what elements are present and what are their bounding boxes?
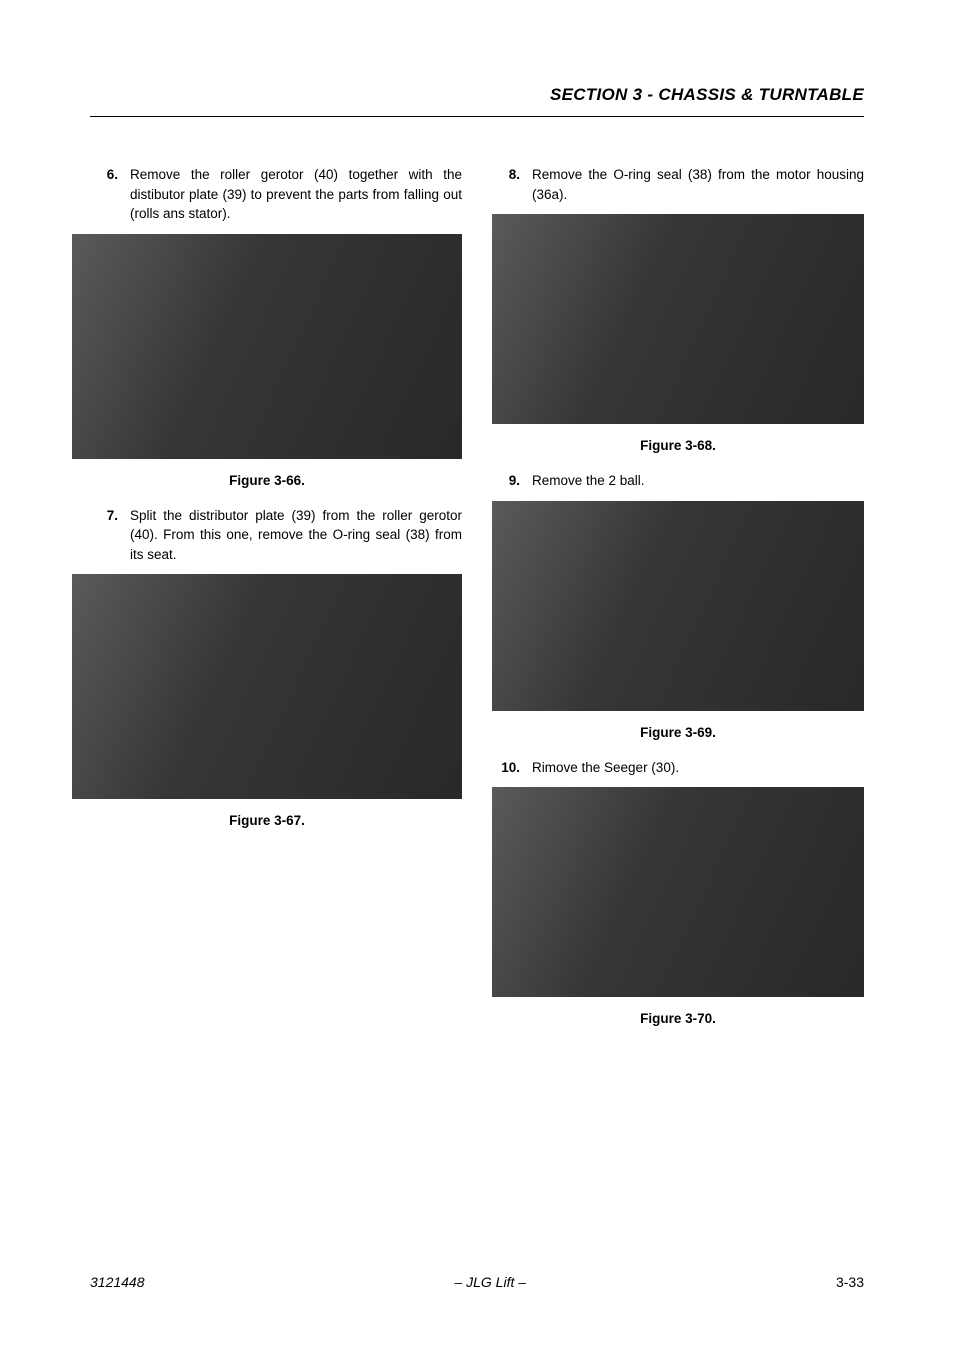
figure-caption: Figure 3-67.: [72, 813, 462, 828]
step-number: 7.: [90, 506, 130, 565]
page: SECTION 3 - CHASSIS & TURNTABLE 6. Remov…: [0, 0, 954, 1350]
left-column: 6. Remove the roller gerotor (40) togeth…: [90, 165, 462, 1044]
figure-image: [72, 234, 462, 459]
header-rule: [90, 116, 864, 117]
figure-3-70: Figure 3-70.: [492, 787, 864, 1026]
step-text: Remove the O-ring seal (38) from the mot…: [532, 165, 864, 204]
right-column: 8. Remove the O-ring seal (38) from the …: [492, 165, 864, 1044]
step-6: 6. Remove the roller gerotor (40) togeth…: [90, 165, 462, 224]
figure-3-69: Figure 3-69.: [492, 501, 864, 740]
figure-caption: Figure 3-66.: [72, 473, 462, 488]
step-text: Split the distributor plate (39) from th…: [130, 506, 462, 565]
figure-caption: Figure 3-70.: [492, 1011, 864, 1026]
page-footer: 3121448 – JLG Lift – 3-33: [90, 1274, 864, 1290]
figure-3-68: Figure 3-68.: [492, 214, 864, 453]
footer-doc-number: 3121448: [90, 1274, 145, 1290]
step-9: 9. Remove the 2 ball.: [492, 471, 864, 491]
step-text: Rimove the Seeger (30).: [532, 758, 864, 778]
step-number: 8.: [492, 165, 532, 204]
step-text: Remove the 2 ball.: [532, 471, 864, 491]
figure-image: [492, 501, 864, 711]
figure-3-67: Figure 3-67.: [72, 574, 462, 828]
footer-center: – JLG Lift –: [454, 1274, 526, 1290]
figure-image: [72, 574, 462, 799]
figure-caption: Figure 3-69.: [492, 725, 864, 740]
figure-image: [492, 787, 864, 997]
figure-image: [492, 214, 864, 424]
section-header: SECTION 3 - CHASSIS & TURNTABLE: [90, 85, 864, 112]
step-number: 6.: [90, 165, 130, 224]
step-7: 7. Split the distributor plate (39) from…: [90, 506, 462, 565]
two-column-layout: 6. Remove the roller gerotor (40) togeth…: [90, 165, 864, 1044]
figure-caption: Figure 3-68.: [492, 438, 864, 453]
footer-page-number: 3-33: [836, 1274, 864, 1290]
step-10: 10. Rimove the Seeger (30).: [492, 758, 864, 778]
figure-3-66: Figure 3-66.: [72, 234, 462, 488]
step-number: 9.: [492, 471, 532, 491]
step-text: Remove the roller gerotor (40) together …: [130, 165, 462, 224]
step-8: 8. Remove the O-ring seal (38) from the …: [492, 165, 864, 204]
step-number: 10.: [492, 758, 532, 778]
